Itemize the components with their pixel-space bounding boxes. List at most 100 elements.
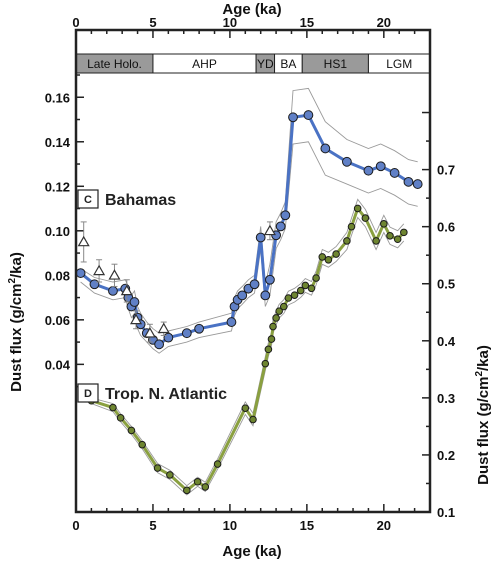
series-0-point: [89, 279, 100, 290]
triangle-point: [143, 326, 156, 338]
series-2-point: [183, 486, 191, 495]
series-layer: [75, 87, 423, 496]
triangle-point: [93, 264, 106, 276]
series-2-point: [296, 286, 305, 295]
right-tick-label: 0.4: [437, 334, 456, 349]
series-2-point: [372, 237, 380, 245]
series-2-point: [324, 255, 333, 264]
series-2-point: [361, 214, 370, 222]
series-0-point: [181, 328, 192, 339]
series-2-point: [261, 359, 270, 368]
series-2-line: [90, 206, 405, 492]
left-tick-label: 0.10: [45, 224, 70, 239]
period-label-4: HS1: [324, 57, 348, 71]
panel-labels: C Bahamas D Trop. N. Atlantic: [77, 189, 227, 403]
bottom-tick-label: 0: [72, 518, 79, 533]
left-dust-flux-axis: 0.04 0.06 0.08 0.10 0.12 0.14 0.16: [45, 74, 84, 388]
series-0-point: [226, 317, 237, 327]
period-label-0: Late Holo.: [87, 57, 142, 71]
series-0-point: [255, 232, 266, 243]
triangle-point: [108, 269, 121, 280]
bottom-tick-label: 15: [300, 518, 314, 533]
series-2-point: [116, 414, 125, 422]
series-2-point: [127, 426, 136, 435]
triangle-point: [120, 284, 133, 296]
series-2-point: [290, 291, 299, 299]
left-tick-label: 0.04: [45, 357, 71, 372]
series-2-point: [318, 253, 327, 261]
series-2-point: [332, 250, 340, 258]
series-0-point: [129, 297, 140, 307]
left-tick-label: 0.16: [45, 90, 70, 105]
series-0-point: [154, 339, 165, 350]
series-0-point: [280, 210, 291, 221]
left-tick-label: 0.12: [45, 179, 70, 194]
series-0-point: [303, 110, 314, 120]
left-axis-title-main: Dust flux (g/cm: [8, 284, 25, 392]
series-0-point: [389, 168, 400, 178]
series-2-point: [213, 460, 222, 468]
series-0-point: [260, 290, 271, 301]
series-0-point: [363, 165, 374, 176]
left-axis-title-tail: /ka): [8, 252, 25, 278]
series-2-point: [279, 302, 288, 311]
series-2-point: [380, 220, 388, 228]
panel-title: Trop. N. Atlantic: [105, 386, 227, 403]
series-2-point: [284, 294, 293, 302]
left-axis-title-sup: 2: [7, 278, 18, 284]
panel-letter: C: [84, 194, 92, 206]
period-bar: Late Holo. AHP YD BA HS1 LGM: [75, 53, 431, 74]
top-tick-label: 0: [72, 15, 79, 30]
series-2-lower-envelope: [91, 216, 405, 496]
series-2-point: [249, 415, 257, 424]
series-0-point: [341, 156, 352, 167]
triangle-point: [77, 235, 90, 247]
series-0-point: [75, 268, 86, 278]
series-2-point: [193, 477, 202, 486]
top-tick-label: 10: [223, 15, 237, 30]
series-0-point: [237, 290, 248, 301]
series-2-point: [272, 314, 280, 322]
plot-frame: [74, 28, 432, 514]
series-2-point: [138, 440, 146, 449]
right-axis-title-tail: /ka): [475, 345, 492, 371]
right-axis-title: Dust flux (g/cm2/ka): [474, 345, 492, 485]
top-axis-title: Age (ka): [222, 1, 281, 18]
left-axis-title: Dust flux (g/cm2/ka): [7, 252, 25, 392]
left-tick-label: 0.08: [45, 268, 70, 283]
right-axis-title-sup: 2: [474, 371, 485, 377]
series-2-point: [241, 404, 250, 412]
triangle-point: [129, 313, 143, 325]
series-2-point: [343, 237, 351, 245]
series-0-point: [412, 179, 423, 189]
bottom-axis-title: Age (ka): [222, 543, 281, 560]
series-0-point: [375, 161, 386, 172]
series-2-point: [166, 471, 174, 479]
top-tick-label: 15: [300, 15, 314, 30]
series-2-point: [275, 307, 283, 315]
period-label-1: AHP: [192, 57, 217, 71]
panel-letter-box: [77, 383, 99, 403]
series-2-point: [400, 228, 408, 237]
series-2-point: [109, 403, 117, 412]
series-0-point: [194, 323, 205, 334]
series-0-point: [108, 286, 118, 296]
series-0-point: [288, 112, 298, 123]
series-2-point: [353, 204, 362, 213]
series-0-point: [403, 176, 414, 187]
top-tick-label: 20: [377, 15, 391, 30]
right-axis-title-main: Dust flux (g/cm: [475, 377, 492, 485]
right-tick-label: 0.2: [437, 448, 455, 463]
series-0-upper-envelope: [80, 87, 418, 334]
triangle-point: [157, 322, 170, 334]
panel-letter: D: [84, 388, 92, 400]
right-dust-flux-axis: 0.1 0.2 0.3 0.4 0.5 0.6 0.7: [422, 111, 456, 520]
series-2-point: [267, 335, 276, 343]
series-2-point: [386, 231, 394, 240]
period-label-3: BA: [280, 57, 296, 71]
series-2-point: [393, 235, 402, 244]
series-0-lower-envelope: [80, 141, 418, 354]
right-tick-label: 0.3: [437, 391, 455, 406]
panel-title: Bahamas: [105, 192, 176, 209]
bottom-tick-label: 20: [377, 518, 391, 533]
